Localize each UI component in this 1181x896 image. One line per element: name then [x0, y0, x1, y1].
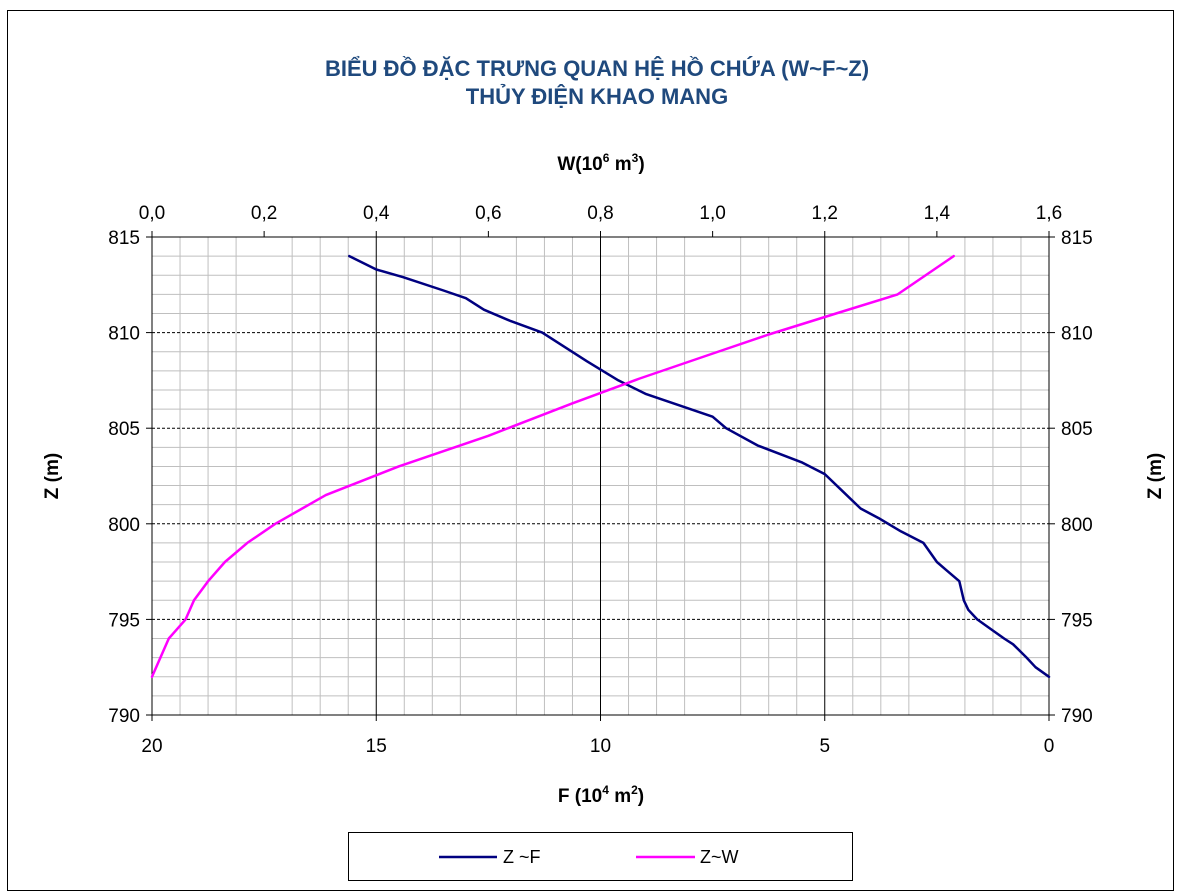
series-line-z-f	[348, 254, 1051, 679]
legend: Z ~F Z~W	[348, 832, 853, 881]
left-axis-title: Z (m)	[42, 453, 63, 499]
right-axis-title: Z (m)	[1145, 453, 1166, 499]
tick-marks	[146, 231, 1055, 721]
legend-label-z-f: Z ~F	[503, 847, 541, 867]
x-top-tick-label: 1,6	[1036, 203, 1062, 224]
x-top-tick-label: 0,6	[475, 203, 501, 224]
bottom-axis-title: F (104 m2)	[558, 783, 644, 807]
x-top-tick-label: 0,8	[587, 203, 613, 224]
chart-frame	[7, 10, 1174, 891]
y-left-tick-label: 810	[108, 324, 140, 345]
y-left-tick-label: 790	[108, 706, 140, 727]
legend-box	[348, 832, 853, 881]
y-right-tick-label: 795	[1061, 610, 1093, 631]
x-top-tick-label: 0,4	[363, 203, 390, 224]
y-left-tick-label: 795	[108, 610, 140, 631]
y-right-tick-label: 805	[1061, 419, 1093, 440]
y-right-tick-label: 815	[1061, 228, 1093, 249]
x-bottom-tick-label: 10	[590, 736, 611, 757]
y-left-tick-label: 800	[108, 515, 140, 536]
chart-title-line-1: BIỂU ĐỒ ĐẶC TRƯNG QUAN HỆ HỒ CHỨA (W~F~Z…	[325, 56, 869, 81]
x-top-tick-label: 1,4	[924, 203, 951, 224]
x-top-tick-label: 1,2	[812, 203, 838, 224]
x-bottom-tick-label: 20	[141, 736, 162, 757]
tick-labels: 790 790 795 795 800 800 805 805 810 810 815 815 0,0 0…	[108, 203, 1092, 757]
top-axis-title: W(106 m3)	[557, 151, 644, 175]
y-right-tick-label: 810	[1061, 324, 1093, 345]
x-bottom-tick-label: 0	[1044, 736, 1055, 757]
series-lines	[150, 254, 1051, 679]
y-right-tick-label: 800	[1061, 515, 1093, 536]
x-bottom-tick-label: 5	[819, 736, 830, 757]
x-bottom-tick-label: 15	[366, 736, 387, 757]
x-top-tick-label: 0,2	[251, 203, 277, 224]
y-left-tick-label: 815	[108, 228, 140, 249]
y-left-tick-label: 805	[108, 419, 140, 440]
chart-title-line-2: THỦY ĐIỆN KHAO MANG	[466, 84, 728, 109]
legend-label-z-w: Z~W	[700, 847, 739, 867]
x-top-tick-label: 1,0	[699, 203, 725, 224]
y-right-tick-label: 790	[1061, 706, 1093, 727]
series-line-z-w	[150, 254, 955, 679]
x-top-tick-label: 0,0	[139, 203, 165, 224]
